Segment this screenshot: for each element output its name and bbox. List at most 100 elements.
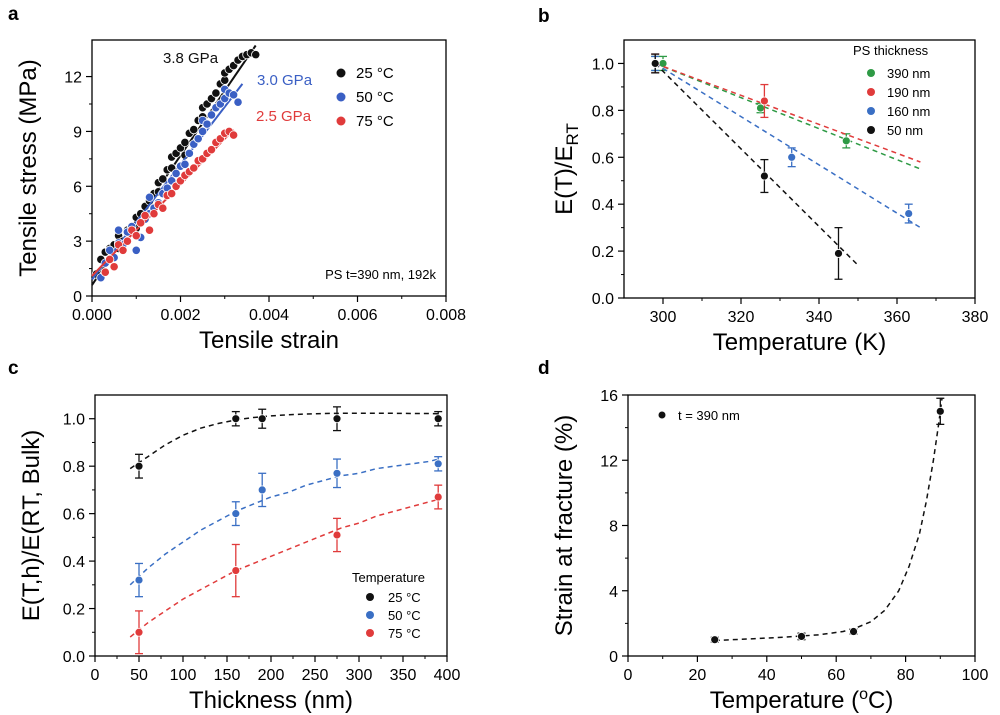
data-point [100, 267, 110, 277]
data-point [231, 509, 241, 519]
data-point [198, 126, 208, 137]
data-point [118, 245, 128, 255]
x-tick-label: 200 [258, 667, 285, 684]
legend-label: 160 nm [887, 104, 930, 119]
x-axis-label: Temperature (K) [713, 329, 886, 356]
x-tick-label: 0.008 [426, 307, 466, 324]
data-point [189, 125, 199, 135]
data-point [332, 530, 342, 540]
legend-marker [867, 69, 875, 77]
y-tick-label: 0.6 [63, 507, 85, 524]
data-point [332, 414, 342, 424]
x-tick-label: 0.006 [337, 307, 377, 324]
data-point [904, 209, 914, 218]
y-axis-label: Strain at fracture (%) [551, 415, 578, 636]
data-point [105, 245, 115, 255]
fit-line [654, 62, 921, 229]
data-point [433, 492, 443, 502]
data-point [171, 168, 181, 179]
data-point [760, 171, 769, 181]
fit-line [654, 62, 921, 163]
data-point [134, 627, 144, 637]
y-tick-label: 0 [73, 289, 82, 306]
data-point [658, 59, 668, 68]
data-point [233, 97, 243, 107]
series-2 [650, 55, 921, 229]
data-point [206, 110, 217, 120]
data-point [184, 148, 194, 158]
panel-label-a: a [8, 4, 19, 25]
legend-marker [867, 88, 875, 96]
fit-line [129, 498, 439, 638]
legend-label: 25 °C [388, 590, 421, 605]
legend-marker [366, 611, 374, 619]
x-tick-label: 50 [130, 667, 148, 684]
data-point [144, 225, 155, 235]
data-point [109, 262, 119, 272]
data-point [180, 159, 190, 169]
y-tick-label: 0.8 [592, 103, 614, 120]
legend-marker [867, 107, 875, 115]
y-axis-label: Tensile stress (MPa) [15, 59, 42, 276]
data-point [180, 137, 190, 147]
y-tick-label: 3 [73, 234, 82, 251]
x-axis-label: Tensile strain [199, 327, 339, 354]
y-tick-label: 0.6 [592, 150, 614, 167]
y-tick-label: 12 [600, 453, 618, 470]
data-point [158, 174, 168, 184]
legend-label: 390 nm [887, 66, 930, 81]
data-point [113, 225, 124, 235]
y-tick-label: 0.2 [63, 602, 85, 619]
x-axis-label: Temperature (oC) [710, 686, 894, 714]
data-point [710, 635, 720, 645]
y-tick-label: 0.4 [592, 197, 614, 214]
legend-marker [366, 629, 374, 637]
series-3 [650, 53, 859, 280]
y-tick-label: 0 [609, 649, 618, 666]
x-tick-label: 0.004 [249, 307, 289, 324]
y-tick-label: 6 [73, 179, 82, 196]
y-axis-label: E(T,h)/E(RT, Bulk) [18, 430, 45, 622]
data-point [433, 414, 443, 424]
data-point [231, 566, 241, 575]
annotation: PS t=390 nm, 192k [325, 267, 436, 282]
data-point [841, 136, 851, 146]
plot-frame [627, 394, 976, 657]
fit-line [714, 398, 943, 642]
legend-label: 25 °C [356, 65, 394, 82]
data-point [231, 414, 241, 424]
data-point [229, 90, 239, 100]
legend-label: t = 390 nm [678, 408, 740, 423]
series-1 [129, 456, 443, 598]
data-point [193, 134, 203, 144]
x-tick-label: 0 [624, 667, 633, 684]
legend-label: 75 °C [388, 626, 421, 641]
legend-title: PS thickness [853, 43, 929, 58]
data-point [257, 414, 267, 424]
x-tick-label: 0 [91, 667, 100, 684]
x-tick-label: 40 [758, 667, 776, 684]
x-axis-label-suffix: C) [868, 687, 893, 714]
series-2 [129, 484, 443, 655]
series-0 [710, 397, 945, 645]
x-tick-label: 250 [302, 667, 329, 684]
x-axis-label: Thickness (nm) [189, 687, 353, 714]
y-tick-label: 0.0 [63, 649, 85, 666]
fit-line [129, 458, 439, 586]
data-point [136, 218, 146, 228]
x-tick-label: 300 [650, 309, 677, 326]
y-axis-label: E(T)/ERT [551, 123, 582, 215]
data-point [257, 485, 267, 495]
y-tick-label: 12 [64, 70, 82, 87]
x-tick-label: 300 [346, 667, 373, 684]
x-tick-label: 150 [214, 667, 241, 684]
x-tick-label: 340 [806, 309, 833, 326]
panel-label-c: c [8, 358, 19, 379]
x-tick-label: 360 [884, 309, 911, 326]
data-point [134, 575, 144, 585]
y-tick-label: 8 [609, 519, 618, 536]
x-tick-label: 400 [434, 667, 461, 684]
x-axis-label-sup: o [859, 686, 868, 703]
data-point [229, 130, 239, 140]
data-point [158, 203, 168, 213]
